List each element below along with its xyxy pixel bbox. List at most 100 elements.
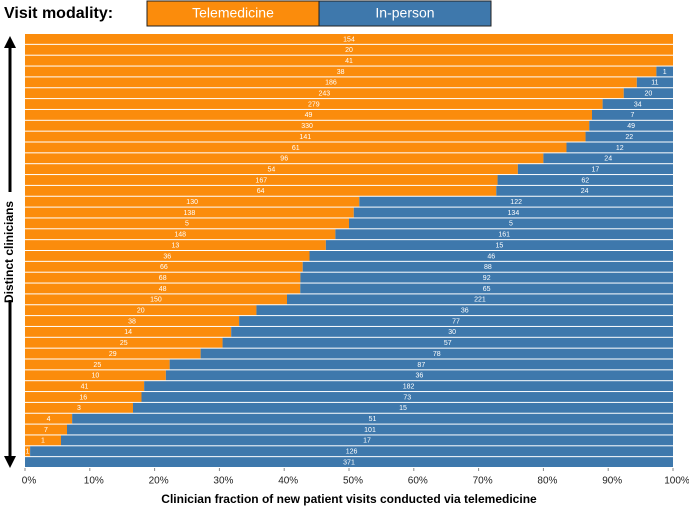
bar-segment: [25, 34, 673, 44]
data-label: 130: [186, 199, 198, 206]
bar-segment: [25, 457, 673, 467]
data-label: 68: [159, 275, 167, 282]
x-tick-label: 0%: [22, 476, 37, 487]
data-label: 7: [44, 427, 48, 434]
data-label: 64: [257, 188, 265, 195]
bar-segment: [25, 326, 232, 337]
data-label: 57: [444, 340, 452, 347]
data-label: 54: [268, 166, 276, 173]
bar-segment: [302, 261, 673, 272]
data-label: 92: [483, 275, 491, 282]
bar-segment: [25, 55, 673, 66]
x-tick-label: 40%: [278, 476, 298, 487]
bar-segment: [25, 294, 287, 305]
data-label: 15: [496, 242, 504, 249]
x-tick-label: 90%: [602, 476, 622, 487]
legend-swatch: [318, 0, 492, 27]
bar-segment: [349, 218, 673, 229]
bar-segment: [25, 99, 603, 109]
bar-segment: [30, 446, 674, 457]
bar-segment: [25, 413, 73, 424]
data-label: 1: [663, 69, 667, 76]
data-label: 5: [509, 221, 513, 228]
data-label: 25: [120, 340, 128, 347]
data-label: 36: [461, 308, 469, 315]
data-label: 87: [417, 362, 425, 369]
bar-segment: [25, 240, 326, 250]
bar-segment: [25, 435, 61, 446]
bar-segment: [286, 294, 673, 305]
data-label: 51: [369, 416, 377, 423]
legend-label: In-person: [375, 5, 434, 21]
bar-segment: [25, 185, 497, 196]
bar-segment: [25, 424, 67, 435]
bar-segment: [256, 305, 673, 316]
bar-segment: [169, 359, 673, 370]
data-label: 167: [255, 177, 267, 184]
bar-segment: [300, 272, 673, 283]
bar-segment: [25, 218, 349, 229]
bar-segment: [25, 77, 637, 88]
data-label: 7: [631, 112, 635, 119]
x-tick-label: 80%: [537, 476, 557, 487]
data-label: 1: [26, 449, 30, 456]
bar-segment: [543, 153, 673, 164]
bar-segment: [25, 207, 354, 218]
bar-segment: [589, 120, 673, 131]
data-label: 24: [581, 188, 589, 195]
data-label: 5: [185, 221, 189, 228]
data-label: 49: [627, 123, 635, 130]
bar-segment: [585, 131, 673, 142]
bar-segment: [25, 153, 544, 164]
bar-segment: [25, 131, 586, 142]
bar-segment: [497, 175, 673, 185]
legend-label: Telemedicine: [192, 5, 274, 21]
data-label: 36: [163, 253, 171, 260]
data-label: 279: [308, 101, 320, 108]
x-tick-label: 10%: [84, 476, 104, 487]
bar-segment: [25, 283, 301, 294]
data-label: 12: [616, 145, 624, 152]
bar-segment: [200, 348, 674, 359]
data-label: 41: [81, 383, 89, 390]
y-axis-label: Distinct clinicians: [2, 201, 16, 303]
data-label: 101: [364, 427, 376, 434]
data-label: 13: [172, 242, 180, 249]
x-tick-label: 30%: [213, 476, 233, 487]
data-label: 24: [604, 156, 612, 163]
bar-segment: [25, 109, 592, 120]
bar-segment: [144, 381, 673, 392]
data-label: 10: [92, 373, 100, 380]
x-tick-label: 50%: [343, 476, 363, 487]
bar-segment: [300, 283, 673, 294]
bar-segment: [25, 120, 590, 131]
data-label: 38: [128, 318, 136, 325]
bar-segment: [25, 142, 567, 153]
bar-segment: [141, 392, 673, 402]
data-label: 46: [487, 253, 495, 260]
bar-segment: [25, 370, 166, 381]
x-tick-label: 60%: [408, 476, 428, 487]
bar-segment: [222, 337, 673, 348]
data-label: 3: [77, 405, 81, 412]
legend-title: Visit modality:: [4, 5, 113, 22]
data-label: 29: [109, 351, 117, 358]
data-label: 221: [474, 297, 486, 304]
data-label: 66: [160, 264, 168, 271]
bar-segment: [25, 348, 201, 359]
data-label: 17: [363, 438, 371, 445]
bar-segment: [25, 44, 673, 55]
data-label: 141: [299, 134, 311, 141]
data-label: 17: [592, 166, 600, 173]
x-tick-label: 20%: [149, 476, 169, 487]
data-label: 65: [483, 286, 491, 293]
data-label: 20: [644, 91, 652, 98]
x-tick-label: 70%: [473, 476, 493, 487]
bar-segment: [25, 446, 31, 457]
data-label: 154: [343, 36, 355, 43]
data-label: 150: [150, 297, 162, 304]
bar-segment: [239, 316, 673, 326]
data-label: 38: [337, 69, 345, 76]
bar-segment: [517, 164, 673, 175]
